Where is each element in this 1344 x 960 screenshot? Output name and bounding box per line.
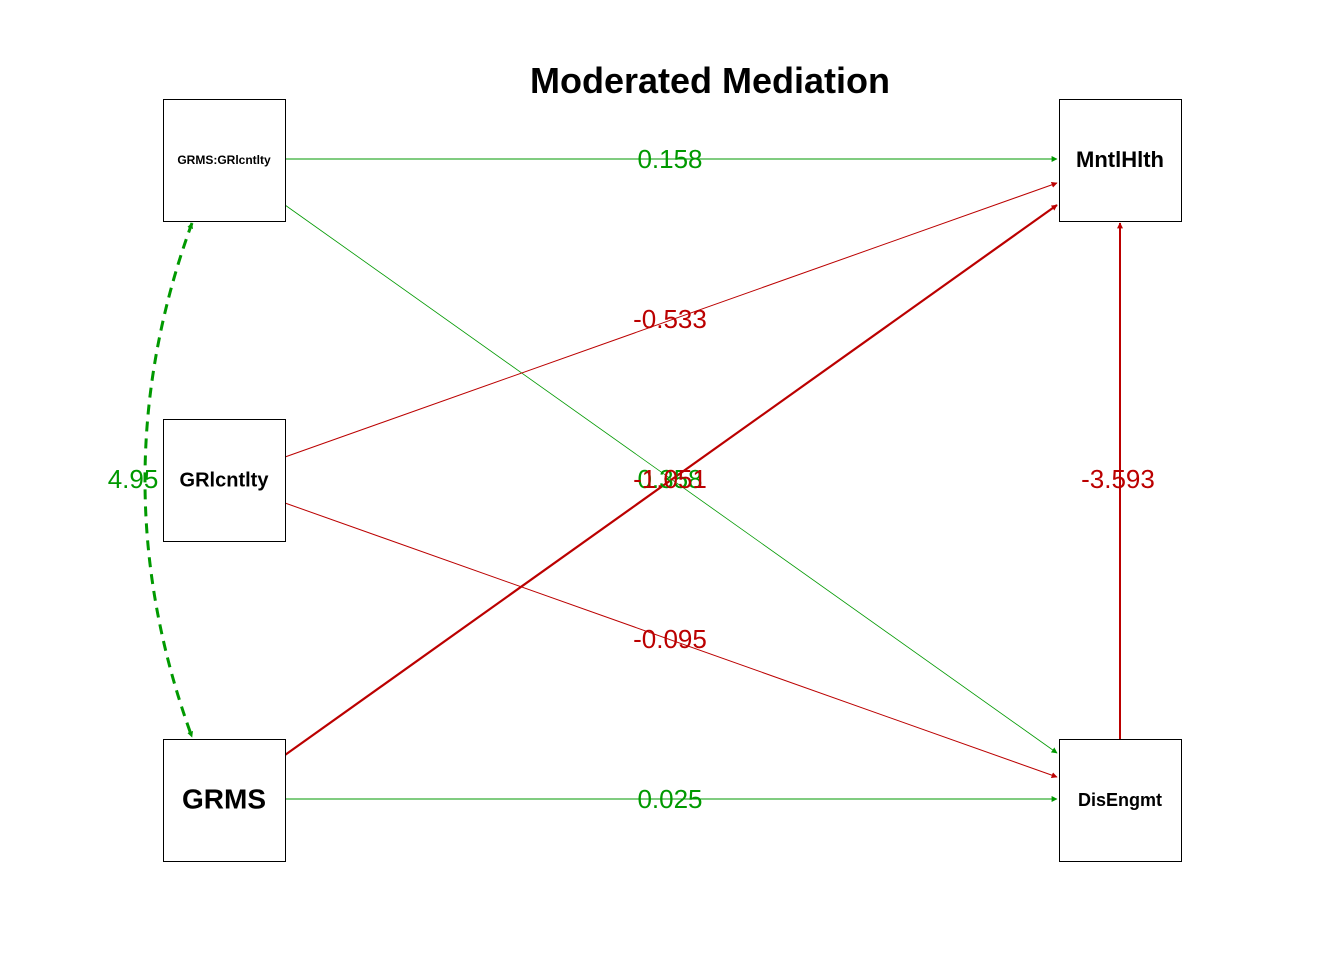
edge-grlcntlty-to-mntlhlth — [284, 181, 1058, 458]
node-box — [1059, 739, 1182, 862]
edge-grlcntlty-to-disengmt — [284, 502, 1058, 779]
edge-label-grlcntlty-to-disengmt: -0.095 — [633, 624, 707, 654]
edge-label-grms-grlcntlty-to-mntlhlth: 0.158 — [637, 144, 702, 174]
edge-label-grms-grlcntlty-to-grms: 4.95 — [108, 464, 159, 494]
edge-label-grms-grlcntlty-to-disengmt: 0.358 — [637, 464, 702, 494]
node-label: GRlcntlty — [180, 469, 270, 491]
node-label: MntlHlth — [1076, 147, 1164, 172]
node-box — [163, 739, 286, 862]
edge-grms-to-mntlhlth — [284, 204, 1058, 756]
node-box — [1059, 99, 1182, 222]
node-grms-grlcntlty: GRMS:GRlcntlty — [163, 99, 286, 222]
node-label: GRMS — [182, 783, 266, 814]
node-disengmt: DisEngmt — [1059, 739, 1182, 862]
edge-label-grms-to-mntlhlth: -1.051 — [633, 464, 707, 494]
edge-label-grms-to-disengmt: 0.025 — [637, 784, 702, 814]
node-box — [163, 99, 286, 222]
edges-layer — [143, 156, 1123, 802]
node-label: DisEngmt — [1078, 790, 1162, 810]
edge-labels-layer: 0.158 0.358 -0.533 -0.095 -1.051 0.025 -3.593 4… — [108, 144, 1155, 814]
node-mntlhlth: MntlHlth — [1059, 99, 1182, 222]
node-grms: GRMS — [163, 739, 286, 862]
edge-grms-grlcntlty-to-grms — [143, 222, 194, 738]
node-label: GRMS:GRlcntlty — [177, 153, 271, 167]
node-grlcntlty: GRlcntlty — [163, 419, 286, 542]
nodes-layer: GRMS:GRlcntlty GRlcntlty GRMS MntlHlth DisEn… — [163, 99, 1182, 862]
edge-label-grlcntlty-to-mntlhlth: -0.533 — [633, 304, 707, 334]
edge-label-disengmt-to-mntlhlth: -3.593 — [1081, 464, 1155, 494]
node-box — [163, 419, 286, 542]
diagram-title: Moderated Mediation — [530, 60, 890, 101]
